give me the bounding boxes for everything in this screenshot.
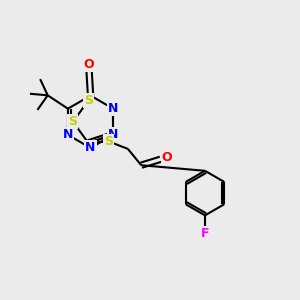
Text: N: N (108, 102, 119, 115)
Text: O: O (162, 151, 172, 164)
Text: N: N (85, 141, 96, 154)
Text: N: N (108, 128, 119, 141)
Text: S: S (104, 135, 113, 148)
Text: S: S (84, 94, 93, 107)
Text: F: F (201, 227, 209, 240)
Text: N: N (63, 128, 73, 141)
Text: O: O (84, 58, 94, 71)
Text: S: S (68, 115, 77, 128)
